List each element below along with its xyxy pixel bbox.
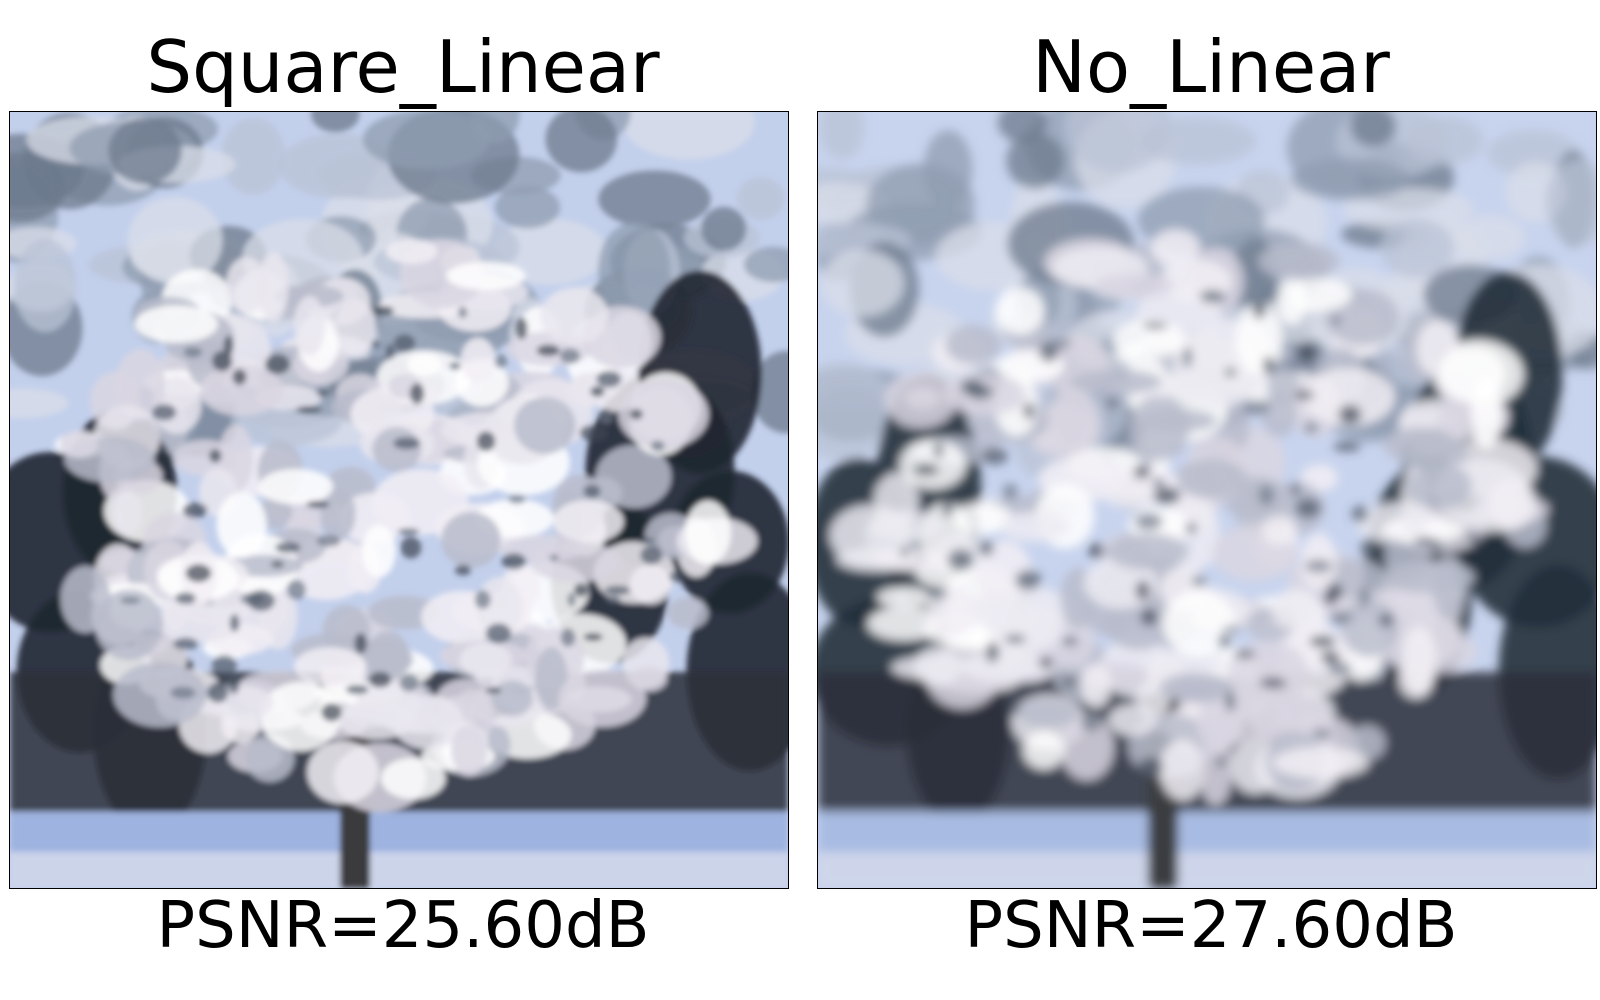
panel-title: No_Linear	[1032, 25, 1390, 109]
reconstructed-image	[9, 111, 789, 889]
snow-tree-image	[818, 112, 1596, 888]
comparison-panel-square-linear: Square_Linear PSNR=25.60dB	[9, 0, 797, 1000]
reconstructed-image	[817, 111, 1597, 889]
psnr-label: PSNR=25.60dB	[156, 889, 650, 963]
comparison-panel-no-linear: No_Linear PSNR=27.60dB	[817, 0, 1600, 1000]
snow-tree-image	[10, 112, 788, 888]
panel-title: Square_Linear	[146, 25, 660, 109]
psnr-label: PSNR=27.60dB	[964, 889, 1458, 963]
